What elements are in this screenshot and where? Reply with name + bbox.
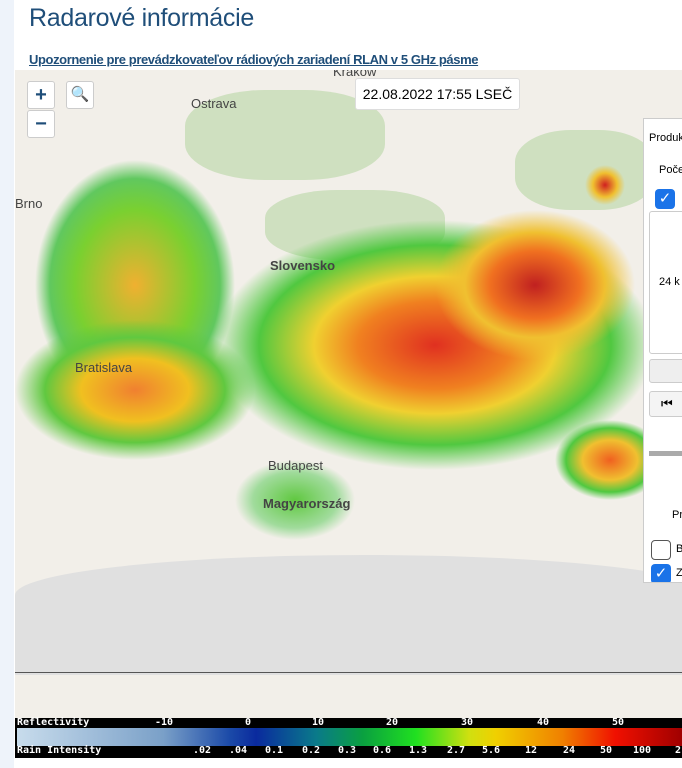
- out-of-range-area: [15, 555, 682, 675]
- rain-tick: 0.3: [338, 745, 357, 756]
- option-b-checkbox[interactable]: [651, 540, 671, 560]
- rain-tick: 1.3: [409, 745, 428, 756]
- presets-label: Pr: [672, 509, 682, 521]
- zoom-in-button[interactable]: +: [27, 81, 55, 109]
- rain-tick: 2.7: [447, 745, 466, 756]
- zoom-out-button[interactable]: −: [27, 110, 55, 138]
- reflectivity-tick: -10: [155, 717, 174, 728]
- skip-back-icon: ⏮: [661, 396, 673, 411]
- rain-tick: 0.6: [373, 745, 392, 756]
- map-label-ostrava: Ostrava: [191, 96, 237, 111]
- rain-tick: 0.2: [302, 745, 321, 756]
- product-label: Produkt: [649, 132, 682, 144]
- rain-tick: 100: [633, 745, 652, 756]
- rain-intensity-label: Rain Intensity: [17, 745, 102, 756]
- radar-timestamp: 22.08.2022 17:55 LSEČ: [355, 78, 520, 110]
- start-label: Počet: [659, 164, 682, 176]
- rain-tick: 5.6: [482, 745, 501, 756]
- rlan-notice-link[interactable]: Upozornenie pre prevádzkovateľov rádiový…: [29, 52, 479, 67]
- action-button[interactable]: [649, 359, 682, 383]
- option-z-label: Z: [676, 567, 682, 579]
- reflectivity-tick: 0: [245, 717, 252, 728]
- map-label-krakow: Kraków: [333, 70, 377, 79]
- reflectivity-tick: 10: [312, 717, 325, 728]
- rain-tick: .04: [229, 745, 248, 756]
- reflectivity-tick: 50: [612, 717, 625, 728]
- reflectivity-tick: 20: [386, 717, 399, 728]
- top-checkbox[interactable]: ✓: [655, 189, 675, 209]
- rain-tick: 12: [525, 745, 538, 756]
- reflectivity-tick: 40: [537, 717, 550, 728]
- rain-tick: 50: [600, 745, 613, 756]
- rain-tick: 24: [563, 745, 576, 756]
- control-panel: Produkt Počet ✓ 24 k ⏮ Pr B ✓ Z: [643, 118, 682, 583]
- reflectivity-tick: 30: [461, 717, 474, 728]
- timeline-slider[interactable]: [649, 451, 682, 456]
- left-strip: [0, 0, 14, 768]
- first-frame-button[interactable]: ⏮: [649, 391, 682, 417]
- map-label-slovensko: Slovensko: [270, 258, 336, 273]
- map-label-magyarorszag: Magyarország: [263, 496, 351, 511]
- duration-label: 24 k: [659, 276, 680, 288]
- map-label-bratislava: Bratislava: [75, 360, 133, 375]
- map-label-brno: Brno: [15, 196, 43, 211]
- search-button[interactable]: 🔍: [66, 81, 94, 109]
- radar-legend: Reflectivity -10 0 10 20 30 40 50 Rain I…: [15, 717, 682, 758]
- option-z-checkbox[interactable]: ✓: [651, 564, 671, 582]
- rain-tick: .02: [193, 745, 212, 756]
- reflectivity-label: Reflectivity: [17, 717, 90, 728]
- magnifier-icon: 🔍: [70, 86, 90, 103]
- rain-tick: 2: [675, 745, 682, 756]
- page-title: Radarové informácie: [29, 4, 254, 32]
- radar-map[interactable]: Kraków Ostrava Brno Slovensko Bratislava…: [15, 70, 682, 718]
- color-scale: [17, 728, 682, 746]
- map-label-budapest: Budapest: [268, 458, 323, 473]
- rain-tick: 0.1: [265, 745, 284, 756]
- option-b-label: B: [676, 543, 682, 555]
